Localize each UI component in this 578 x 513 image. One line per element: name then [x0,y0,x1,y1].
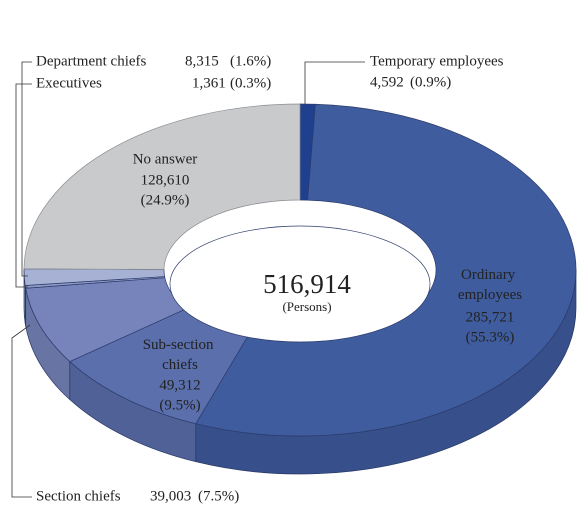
percent-label: (55.3%) [466,329,515,345]
category-label: Sub-section chiefs [143,337,218,373]
value-label: 285,721 [466,309,515,325]
side-shade [25,288,70,400]
value-label: 128,610 [141,172,190,188]
donut-slice [195,103,577,437]
category-label: Department chiefs [36,53,147,69]
total-label: 516,914 [263,269,351,299]
percent-label: (9.5%) [159,397,200,413]
side-shade [195,270,577,474]
value-label: 1,361 [192,75,226,91]
leader-line [21,61,32,277]
side-shade [24,270,26,324]
total-unit: (Persons) [282,299,331,314]
category-label: No answer [133,151,198,167]
donut-slice [23,103,301,270]
value-label: 39,003 [150,488,191,504]
leader-line [11,324,32,498]
category-label: Temporary employees [370,53,504,69]
value-label: 4,592 [370,74,404,90]
leader-line [15,83,32,288]
category-label: Executives [36,75,102,91]
side-shade [69,361,196,462]
leader-line [304,61,365,104]
percent-label: (1.6%) [230,53,271,69]
category-label: Ordinary employees [458,267,522,303]
percent-label: (0.9%) [410,74,451,90]
percent-label: (7.5%) [198,488,239,504]
percent-label: (24.9%) [141,192,190,208]
value-label: 8,315 [185,53,219,69]
donut-hole [169,225,431,343]
value-label: 49,312 [159,377,200,393]
percent-label: (0.3%) [230,75,271,91]
category-label: Section chiefs [36,488,121,504]
